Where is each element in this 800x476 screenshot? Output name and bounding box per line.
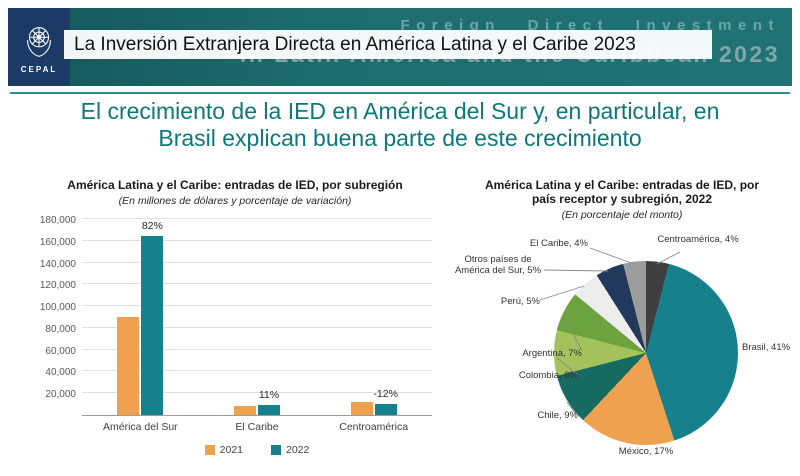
cepal-logo-text: CEPAL	[20, 64, 58, 74]
gridline	[82, 283, 432, 285]
bar-2022	[141, 236, 164, 415]
pie-callout-label: México, 17%	[618, 446, 674, 457]
bar-chart-subtitle: (En millones de dólares y porcentaje de …	[118, 195, 352, 207]
y-tick-label: 160,000	[39, 236, 76, 248]
gridline	[82, 392, 432, 394]
bar-group: 11%	[199, 220, 316, 415]
pie-callout-label: Centroamérica, 4%	[657, 234, 739, 245]
teal-divider	[10, 92, 790, 94]
pie-chart-subtitle: (En porcentaje del monto)	[561, 209, 683, 221]
bar-pair	[350, 402, 397, 415]
page-title: El crecimiento de la IED en América del …	[0, 98, 800, 152]
bar-chart: América Latina y el Caribe: entradas de …	[30, 172, 440, 456]
bar-pair	[234, 405, 280, 415]
gridline	[82, 218, 432, 219]
x-category-label: América del Sur	[102, 421, 178, 433]
pie-callout-label: Colombia, 8%	[518, 370, 578, 381]
page-title-line1: El crecimiento de la IED en América del …	[80, 98, 720, 124]
gridline	[82, 326, 432, 328]
x-category-label: El Caribe	[235, 421, 279, 433]
legend-item: 2021	[204, 444, 243, 456]
bar-chart-body: 180,000 160,000 140,000 120,000 100,000 80,00…	[30, 215, 440, 416]
y-tick-label: 20,000	[45, 389, 76, 401]
legend-label: 2022	[286, 444, 310, 456]
page-title-line2: Brasil explican buena parte de este crec…	[158, 125, 642, 151]
pie	[554, 261, 738, 445]
gridline	[82, 239, 432, 241]
y-tick-label: 100,000	[39, 302, 76, 314]
pie-callout-label: Argentina, 7%	[522, 348, 582, 359]
pie-callout-label: El Caribe, 4%	[529, 238, 588, 249]
bar-pair	[117, 236, 164, 415]
chart-legend: 2021 2022	[82, 444, 432, 456]
gridline	[82, 261, 432, 263]
plot-area: 82% 11% -12%	[82, 218, 432, 416]
banner-title-en: Foreign Direct Investment	[400, 17, 780, 34]
bar-percent-label: -12%	[373, 388, 398, 401]
legend-swatch-icon	[204, 445, 215, 455]
bar-group: 82%	[82, 220, 199, 415]
legend-swatch-icon	[271, 445, 281, 455]
gridline	[82, 305, 432, 307]
legend-item: 2022	[271, 444, 309, 456]
x-category-label: Centroamérica	[339, 421, 409, 433]
gridline	[82, 348, 432, 350]
video-title-text: La Inversión Extranjera Directa en Améri…	[74, 33, 636, 55]
y-tick-label: 80,000	[45, 323, 76, 335]
pie-chart-title: América Latina y el Caribe: entradas de …	[484, 178, 760, 206]
pie-leader-lines	[539, 247, 681, 415]
y-tick-label: 140,000	[39, 258, 76, 270]
pie-chart: América Latina y el Caribe: entradas de …	[448, 172, 796, 476]
gridline	[82, 370, 432, 372]
pie-callout-label: Chile, 9%	[537, 410, 578, 421]
pie-callout-label: Otros países de América del Sur, 5%	[454, 254, 542, 276]
y-tick-label: 60,000	[45, 345, 76, 357]
y-tick-label: 40,000	[45, 367, 76, 379]
cepal-logo: CEPAL	[8, 8, 70, 86]
bar-percent-label: 11%	[258, 389, 280, 402]
bar-chart-title: América Latina y el Caribe: entradas de …	[67, 178, 403, 192]
y-axis: 180,000 160,000 140,000 120,000 100,000 80,00…	[30, 215, 82, 416]
bar-groups: 82% 11% -12%	[82, 220, 432, 415]
bar-2022	[258, 405, 280, 415]
bar-2021	[117, 317, 140, 415]
bar-2021	[234, 406, 256, 415]
pie-callout-label: Brasil, 41%	[742, 342, 791, 353]
bar-percent-label: 82%	[141, 220, 163, 233]
video-title-overlay[interactable]: La Inversión Extranjera Directa en Améri…	[64, 30, 712, 59]
x-axis-labels: América del Sur El Caribe Centroamérica	[82, 421, 432, 433]
bar-2021	[350, 402, 373, 415]
legend-label: 2021	[219, 444, 243, 456]
y-tick-label: 180,000	[39, 215, 76, 226]
bar-group: -12%	[315, 220, 432, 415]
un-emblem-icon	[27, 26, 51, 57]
pie-area: Centroamérica, 4% Brasil, 41% México, 17% C…	[448, 234, 796, 476]
y-tick-label: 120,000	[39, 280, 76, 292]
bar-2022	[374, 404, 397, 415]
pie-callout-label: Perú, 5%	[500, 296, 540, 307]
